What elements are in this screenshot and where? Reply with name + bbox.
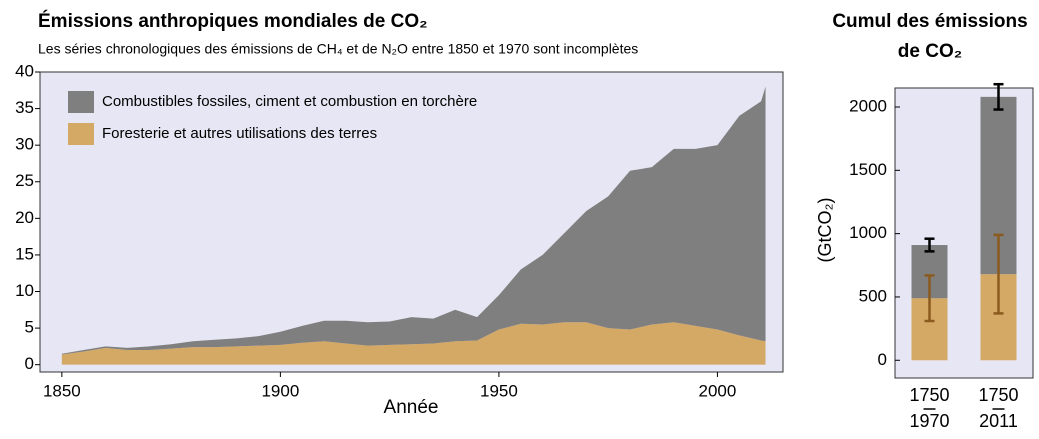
y-tick-label: 15 [15, 244, 34, 263]
error-bar [924, 237, 935, 253]
y-tick-label: 0 [878, 350, 887, 369]
chart-title: Cumul des émissions [832, 11, 1027, 32]
chart-title: de CO₂ [898, 41, 962, 62]
x-tick-label: 1850 [43, 381, 81, 400]
legend-swatch [68, 91, 94, 113]
y-tick-label: 5 [25, 318, 34, 337]
y-tick-label: 1000 [849, 223, 887, 242]
y-tick-label: 35 [15, 98, 34, 117]
y-tick-label: 1500 [849, 160, 887, 179]
legend-label: Combustibles fossiles, ciment et combust… [102, 93, 477, 110]
area [61, 322, 766, 365]
y-tick-label: 20 [15, 208, 34, 227]
x-tick-label: 1970 [909, 411, 949, 431]
error-bar [993, 233, 1004, 315]
legend-swatch [68, 123, 94, 145]
y-tick-label: 25 [15, 171, 34, 190]
chart-title: Émissions anthropiques mondiales de CO₂ [38, 10, 428, 32]
y-tick-label: 500 [859, 286, 887, 305]
x-axis-label: Année [384, 397, 439, 418]
x-tick-label: 1750 [978, 385, 1018, 405]
legend-label: Foresterie et autres utilisations des te… [102, 125, 377, 142]
x-tick-label: 1900 [261, 381, 299, 400]
x-tick-label: 1950 [480, 381, 518, 400]
y-tick-label: 2000 [849, 96, 887, 115]
x-tick-label: 2011 [979, 411, 1018, 431]
error-bar [993, 82, 1004, 111]
area [61, 86, 766, 355]
y-tick-label: 30 [15, 135, 34, 154]
x-tick-label: 2000 [699, 381, 737, 400]
y-axis-label: (GtCO₂) [815, 198, 835, 263]
error-bar [924, 274, 935, 323]
x-tick-label: 1750 [909, 385, 949, 405]
y-tick-label: 10 [15, 281, 34, 300]
y-tick-label: 0 [25, 354, 34, 373]
chart-subtitle: Les séries chronologiques des émissions … [38, 41, 638, 57]
y-tick-label: 40 [15, 61, 34, 80]
